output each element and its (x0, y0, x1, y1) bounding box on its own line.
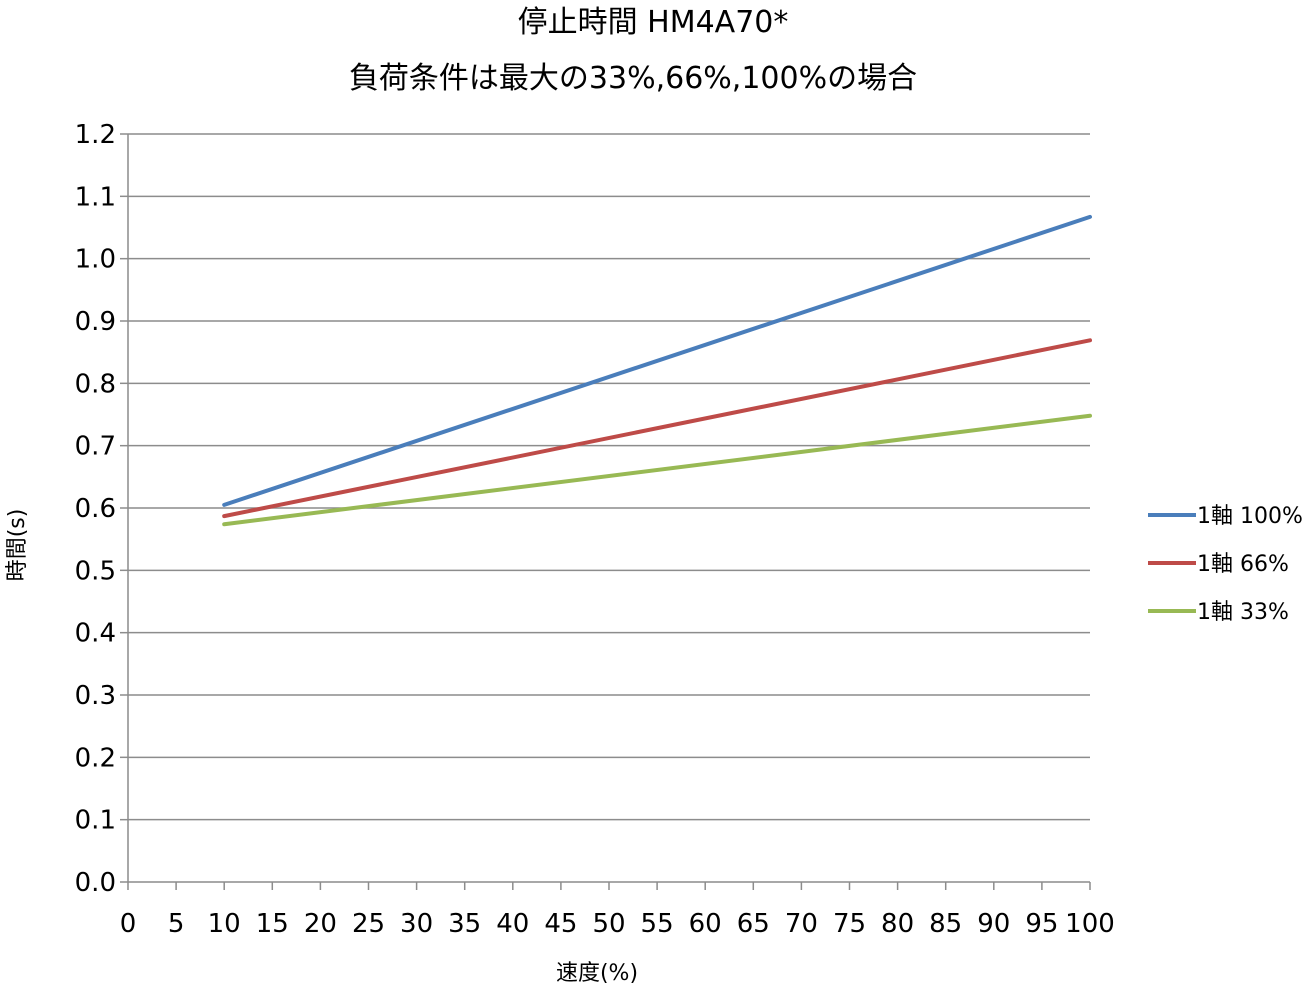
x-tick-label: 95 (1025, 909, 1058, 939)
y-tick-label: 1.0 (75, 245, 116, 275)
x-tick-label: 25 (352, 909, 385, 939)
x-tick-label: 60 (689, 909, 722, 939)
series-line (222, 413, 1092, 527)
x-axis-label: 速度(%) (556, 961, 638, 986)
legend-label: 1軸 66% (1197, 552, 1289, 577)
y-tick-label: 0.0 (75, 868, 116, 898)
gridlines (128, 133, 1090, 821)
x-tick-label: 5 (168, 909, 185, 939)
x-tick-label: 15 (256, 909, 289, 939)
y-tick-label: 0.4 (75, 619, 116, 649)
legend: 1軸 100% 1軸 66% 1軸 33% (1148, 504, 1303, 625)
y-tick-label: 0.6 (75, 494, 116, 524)
y-tick-label: 0.7 (75, 432, 116, 462)
x-tick-labels: 0 5 10 15 20 25 30 35 40 45 50 55 60 65 70 75 80 85 90 95 10… (120, 909, 1115, 939)
y-tick-label: 0.3 (75, 681, 116, 711)
y-tick-label: 1.2 (75, 120, 116, 150)
x-tick-label: 100 (1065, 909, 1115, 939)
y-tick-label: 1.1 (75, 182, 116, 212)
x-tick-label: 80 (881, 909, 914, 939)
series-line (222, 338, 1092, 519)
x-tick-label: 40 (496, 909, 529, 939)
series-line (222, 214, 1092, 507)
x-tick-label: 65 (737, 909, 770, 939)
y-tick-label: 0.5 (75, 556, 116, 586)
y-tick-label: 0.2 (75, 743, 116, 773)
y-tick-label: 0.8 (75, 369, 116, 399)
x-tick-label: 0 (120, 909, 137, 939)
x-tick-label: 75 (833, 909, 866, 939)
y-tick-labels: 0.0 0.1 0.2 0.3 0.4 0.5 0.6 0.7 0.8 0.9 1.0 1.1 1.2 (75, 120, 116, 898)
x-tick-label: 20 (304, 909, 337, 939)
legend-label: 1軸 100% (1197, 504, 1303, 529)
chart-title: 停止時間 HM4A70* (518, 5, 789, 40)
chart-subtitle: 負荷条件は最大の33%,66%,100%の場合 (349, 61, 917, 96)
x-tick-label: 30 (400, 909, 433, 939)
y-tick-label: 0.1 (75, 806, 116, 836)
x-tick-label: 85 (929, 909, 962, 939)
x-tick-label: 70 (785, 909, 818, 939)
x-tick-label: 35 (448, 909, 481, 939)
series-lines (222, 214, 1092, 527)
x-tick-label: 45 (544, 909, 577, 939)
y-tick-label: 0.9 (75, 307, 116, 337)
x-tick-label: 55 (641, 909, 674, 939)
axes (120, 133, 1091, 890)
legend-label: 1軸 33% (1197, 600, 1289, 625)
x-tick-label: 50 (592, 909, 625, 939)
x-tick-label: 10 (208, 909, 241, 939)
y-axis-label: 時間(s) (5, 509, 30, 582)
x-tick-label: 90 (977, 909, 1010, 939)
